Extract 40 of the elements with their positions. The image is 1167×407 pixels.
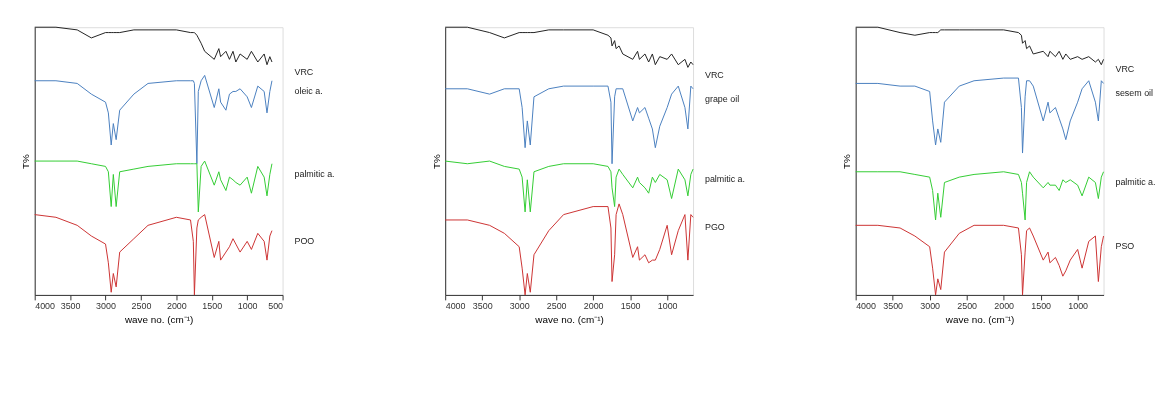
x-tick-label: 4000 [856, 301, 877, 312]
series-label: PSO [1115, 240, 1135, 251]
x-axis-title: wave no. (cm⁻¹) [534, 314, 604, 326]
text: palmitic a. [294, 168, 335, 179]
text: VRC [294, 66, 314, 77]
x-tick-label: 4000 [445, 301, 466, 312]
text: oleic a. [294, 85, 323, 96]
x-tick-label: 2000 [166, 301, 187, 312]
x-tick-label: 3500 [472, 301, 493, 312]
y-axis-title: T% [20, 153, 32, 169]
series-label: sesem oil [1115, 88, 1154, 99]
x-tick-label: 1000 [1068, 301, 1089, 312]
x-tick-label: 4000 [35, 301, 56, 312]
x-tick-label: 1500 [620, 301, 641, 312]
x-tick-label: 500 [268, 301, 284, 312]
series-label: palmitic a. [704, 173, 746, 184]
y-axis-title: T% [430, 153, 442, 169]
x-tick-label: 3000 [509, 301, 530, 312]
x-tick-label: 2500 [131, 301, 152, 312]
x-tick-label: 2000 [583, 301, 604, 312]
series-label: VRC [1115, 64, 1135, 75]
x-tick-label: 2000 [994, 301, 1015, 312]
x-tick-label: 1500 [202, 301, 223, 312]
series-label: palmitic a. [1115, 176, 1156, 187]
x-tick-label: 1000 [657, 301, 678, 312]
series-label: PGO [704, 222, 725, 233]
text: POO [294, 235, 315, 246]
x-tick-label: 3000 [920, 301, 941, 312]
x-axis-title: wave no. (cm⁻¹) [944, 314, 1015, 326]
series-label: VRC [704, 69, 725, 80]
x-tick-label: 2500 [957, 301, 978, 312]
x-tick-label: 3000 [96, 301, 116, 312]
x-axis-title: wave no. (cm⁻¹) [123, 314, 194, 326]
x-tick-label: 3500 [883, 301, 904, 312]
series-label: grape oil [704, 93, 740, 104]
x-tick-label: 1500 [1031, 301, 1052, 312]
x-tick-label: 1000 [237, 301, 258, 312]
y-axis-title: T% [841, 153, 853, 169]
x-tick-label: 3500 [60, 301, 81, 312]
x-tick-label: 2500 [546, 301, 567, 312]
